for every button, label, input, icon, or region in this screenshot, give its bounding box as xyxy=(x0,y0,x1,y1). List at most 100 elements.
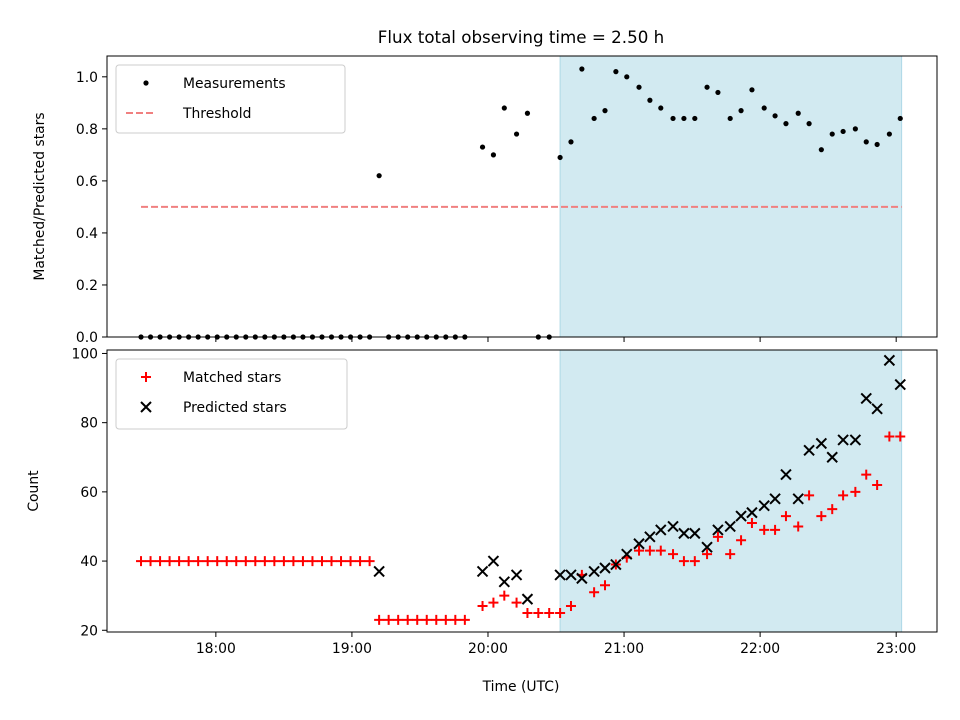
data-point xyxy=(240,556,251,567)
data-point xyxy=(803,444,815,457)
data-point xyxy=(670,115,676,122)
data-point xyxy=(488,597,499,608)
data-point xyxy=(164,556,175,567)
axes-frame xyxy=(106,349,938,633)
data-point xyxy=(624,74,630,80)
data-point xyxy=(477,601,488,612)
data-point xyxy=(769,493,781,505)
data-point xyxy=(183,556,194,567)
data-point xyxy=(307,556,318,567)
data-point xyxy=(647,97,653,103)
data-point xyxy=(689,556,700,567)
observing-window-shade xyxy=(559,349,903,633)
data-point xyxy=(259,556,270,567)
data-point xyxy=(678,527,690,540)
data-point xyxy=(297,556,308,567)
x-tick-label: 19:00 xyxy=(332,641,372,657)
data-point xyxy=(524,110,531,116)
data-point xyxy=(861,469,872,480)
legend-marker xyxy=(140,401,152,413)
data-point xyxy=(678,556,689,567)
data-point xyxy=(490,152,497,158)
data-point xyxy=(269,556,280,567)
data-point xyxy=(510,569,523,581)
data-point xyxy=(871,403,883,415)
data-point xyxy=(250,556,261,567)
observing-window-shade xyxy=(559,55,903,338)
data-point xyxy=(565,601,576,612)
y-tick-label: 1.0 xyxy=(76,70,98,86)
data-point xyxy=(393,614,404,625)
y-tick-label: 100 xyxy=(71,346,98,362)
data-point xyxy=(724,520,736,533)
data-point xyxy=(591,115,597,122)
data-point xyxy=(712,531,723,542)
data-point xyxy=(412,614,423,625)
data-point xyxy=(212,556,223,567)
data-point xyxy=(533,607,544,618)
data-point xyxy=(840,128,846,135)
legend-marker xyxy=(143,80,149,86)
data-point xyxy=(895,431,906,442)
y-axis-label: Matched/Predicted stars xyxy=(32,112,48,280)
data-point xyxy=(501,105,507,111)
top-panel: 0.0 0.2 0.4 0.6 0.8 1.0 Matched/Predicted star… xyxy=(32,55,938,346)
data-point xyxy=(793,521,804,532)
data-point xyxy=(231,556,242,567)
data-point xyxy=(725,549,736,560)
data-point xyxy=(655,524,667,536)
data-point xyxy=(202,556,213,567)
y-tick-label: 40 xyxy=(80,554,98,570)
data-point xyxy=(852,126,858,132)
y-tick-label: 60 xyxy=(80,485,98,501)
data-point xyxy=(772,113,778,119)
y-tick-label: 0.4 xyxy=(76,226,98,242)
data-point xyxy=(636,84,642,90)
data-point xyxy=(727,115,733,122)
data-point xyxy=(145,556,156,567)
data-point xyxy=(155,556,166,567)
y-tick-label: 0.2 xyxy=(76,278,98,294)
data-point xyxy=(522,607,533,618)
legend-marker xyxy=(141,372,151,382)
data-point xyxy=(872,479,883,490)
data-point xyxy=(613,69,619,75)
data-point xyxy=(565,569,577,581)
legend-label: Matched stars xyxy=(183,370,281,386)
data-point xyxy=(850,486,861,497)
data-point xyxy=(712,524,724,536)
data-point xyxy=(599,562,611,574)
x-tick-label: 18:00 xyxy=(196,641,236,657)
data-point xyxy=(715,89,721,96)
bottom-panel: 18:00 19:00 20:00 21:00 22:00 23:00 20 40 60 80 10… xyxy=(26,346,938,657)
data-point xyxy=(815,437,828,450)
data-point xyxy=(770,524,781,535)
data-point xyxy=(421,614,432,625)
data-point xyxy=(827,504,838,515)
data-point xyxy=(174,556,185,567)
data-point xyxy=(355,556,366,567)
data-point xyxy=(849,434,862,446)
data-point xyxy=(806,121,812,127)
data-point xyxy=(863,139,869,145)
data-point xyxy=(860,392,872,405)
data-point xyxy=(326,556,337,567)
data-point xyxy=(681,115,687,122)
y-axis-label: Count xyxy=(26,470,42,512)
data-point xyxy=(544,607,555,618)
data-point xyxy=(894,378,906,391)
data-point xyxy=(738,108,744,114)
data-point xyxy=(511,597,522,608)
data-point xyxy=(746,518,757,529)
data-point xyxy=(758,499,770,512)
data-point xyxy=(589,587,600,598)
data-point xyxy=(783,121,789,127)
data-point xyxy=(883,354,896,367)
data-point xyxy=(658,105,664,111)
data-point xyxy=(136,556,147,567)
legend-box xyxy=(115,64,346,134)
data-point xyxy=(634,545,645,556)
data-point xyxy=(818,147,824,153)
x-tick-label: 20:00 xyxy=(468,641,508,657)
